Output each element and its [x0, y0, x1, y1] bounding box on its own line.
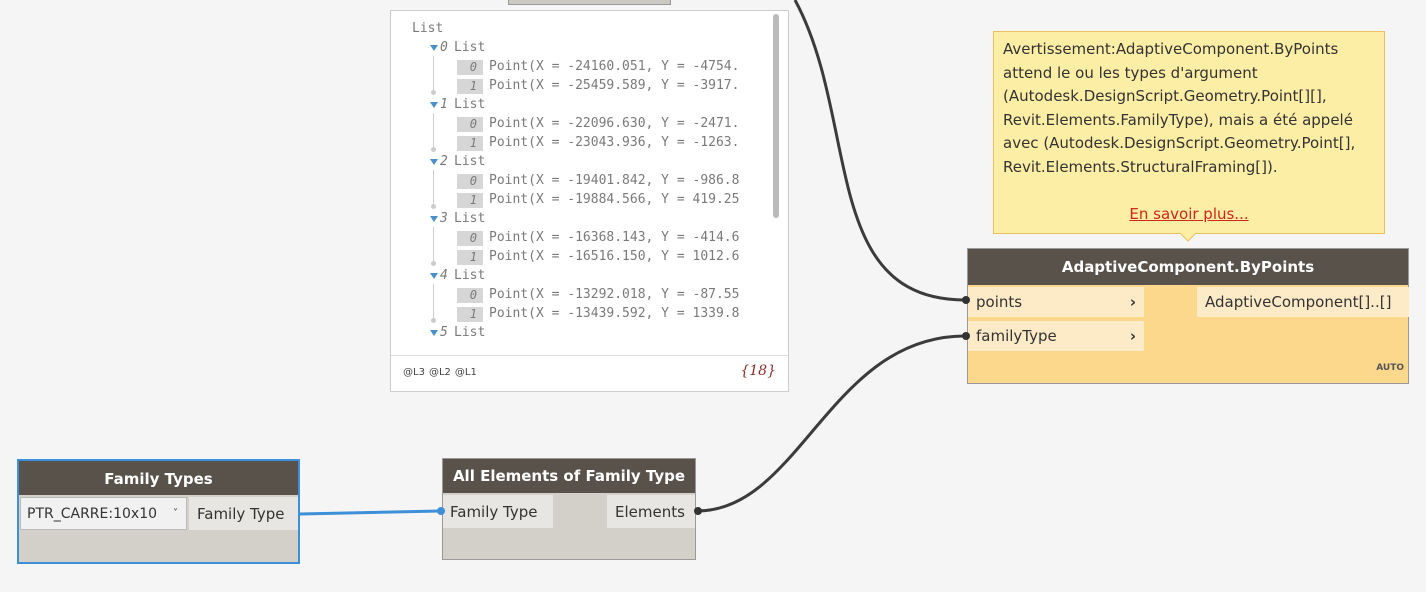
item-index: 1	[457, 193, 483, 208]
node-all-elements[interactable]: All Elements of Family Type Family Type …	[442, 458, 696, 560]
list-label: List	[454, 97, 486, 112]
item-index: 0	[457, 288, 483, 303]
tree-dot	[431, 318, 436, 323]
wire-selected	[299, 509, 441, 516]
item-index: 1	[457, 79, 483, 94]
list-label: List	[454, 211, 486, 226]
warning-line: Revit.Elements.StructuralFraming[]).	[1003, 157, 1278, 176]
output-port[interactable]: Elements	[607, 495, 695, 528]
tree-line	[433, 113, 434, 149]
item-text: Point(X = -13292.018, Y = -87.55	[489, 287, 740, 302]
item-index: 1	[457, 250, 483, 265]
output-port[interactable]: AdaptiveComponent[]..[]	[1197, 287, 1409, 317]
item-count: {18}	[740, 363, 776, 379]
list-label: List	[454, 268, 486, 283]
node-family-types[interactable]: Family Types PTR_CARRE:10x10 ˅ Family Typ…	[17, 459, 300, 564]
warning-text: Avertissement:AdaptiveComponent.ByPoints…	[1003, 38, 1375, 179]
expand-arrow[interactable]	[430, 330, 438, 336]
warning-line: Revit.Elements.FamilyType), mais a été a…	[1003, 110, 1353, 129]
wire	[793, 0, 966, 302]
level-label[interactable]: @L2	[428, 367, 451, 378]
port-dot	[962, 332, 970, 340]
list-index: 4	[440, 268, 448, 283]
list-index: 1	[440, 97, 448, 112]
expand-arrow[interactable]	[430, 273, 438, 279]
lacing[interactable]: AUTO	[1376, 363, 1404, 373]
item-index: 1	[457, 136, 483, 151]
tree-dot	[431, 90, 436, 95]
node-title: AdaptiveComponent.ByPoints	[968, 249, 1408, 285]
dropdown-value: PTR_CARRE:10x10	[27, 505, 158, 522]
node-title: Family Types	[19, 461, 298, 495]
list-index: 2	[440, 154, 448, 169]
tree-dot	[431, 261, 436, 266]
port-dot	[694, 507, 702, 515]
tree-dot	[431, 204, 436, 209]
bubble-pointer	[1180, 232, 1196, 242]
divider	[391, 355, 788, 356]
dropdown[interactable]: PTR_CARRE:10x10 ˅	[20, 497, 187, 530]
item-text: Point(X = -13439.592, Y = 1339.8	[489, 306, 740, 321]
item-index: 0	[457, 117, 483, 132]
port-dot	[962, 296, 970, 304]
item-text: Point(X = -24160.051, Y = -4754.	[489, 59, 740, 74]
input-port[interactable]: familyType ›	[968, 321, 1144, 351]
scrollbar[interactable]	[773, 14, 779, 218]
item-text: Point(X = -19401.842, Y = -986.8	[489, 173, 740, 188]
item-text: Point(X = -25459.589, Y = -3917.	[489, 78, 740, 93]
expand-arrow[interactable]	[430, 45, 438, 51]
warning-line: Avertissement:AdaptiveComponent.ByPoints	[1003, 40, 1339, 58]
item-text: Point(X = -23043.936, Y = -1263.	[489, 135, 740, 150]
list-label: List	[454, 325, 486, 340]
learn-more-link[interactable]: En savoir plus...	[1129, 205, 1249, 223]
output-port[interactable]: Family Type	[189, 497, 298, 530]
wire	[696, 334, 966, 513]
list-label: List	[454, 40, 486, 55]
expand-arrow[interactable]	[430, 159, 438, 165]
warning-line: attend le ou les types d'argument	[1003, 63, 1258, 82]
port-dot	[437, 507, 445, 515]
port-label: familyType	[976, 327, 1057, 345]
port-label: points	[976, 293, 1023, 311]
warning-line: (Autodesk.DesignScript.Geometry.Point[][…	[1003, 87, 1327, 105]
level-label[interactable]: @L1	[454, 367, 477, 378]
warning-bubble: Avertissement:AdaptiveComponent.ByPoints…	[993, 31, 1385, 234]
input-port[interactable]: points ›	[968, 287, 1144, 317]
tree-line	[433, 284, 434, 320]
node-adaptive-component[interactable]: AdaptiveComponent.ByPoints points › famil…	[967, 248, 1409, 384]
levels: @L3 @L2 @L1	[403, 367, 477, 378]
preview-list: List 0 List 0 Point(X = -24160.051, Y = -47…	[391, 19, 771, 355]
item-index: 1	[457, 307, 483, 322]
item-index: 0	[457, 174, 483, 189]
list-label: List	[454, 154, 486, 169]
expand-arrow[interactable]	[430, 216, 438, 222]
item-index: 0	[457, 231, 483, 246]
tree-dot	[431, 147, 436, 152]
item-text: Point(X = -22096.630, Y = -2471.	[489, 116, 740, 131]
level-label[interactable]: @L3	[403, 367, 425, 378]
list-index: 5	[440, 325, 448, 340]
node-edge	[508, 0, 671, 5]
node-title: All Elements of Family Type	[443, 459, 695, 493]
input-port[interactable]: Family Type	[443, 495, 553, 528]
warning-line: avec (Autodesk.DesignScript.Geometry.Poi…	[1003, 134, 1356, 152]
item-text: Point(X = -16368.143, Y = -414.6	[489, 230, 740, 245]
expand-arrow[interactable]	[430, 102, 438, 108]
tree-line	[433, 56, 434, 92]
item-index: 0	[457, 60, 483, 75]
tree-line	[433, 227, 434, 263]
tree-line	[433, 170, 434, 206]
item-text: Point(X = -19884.566, Y = 419.25	[489, 192, 740, 207]
preview-bubble: List 0 List 0 Point(X = -24160.051, Y = -47…	[390, 10, 789, 392]
list-index: 3	[440, 211, 448, 226]
root-label: List	[412, 21, 444, 36]
item-text: Point(X = -16516.150, Y = 1012.6	[489, 249, 740, 264]
list-index: 0	[440, 40, 448, 55]
